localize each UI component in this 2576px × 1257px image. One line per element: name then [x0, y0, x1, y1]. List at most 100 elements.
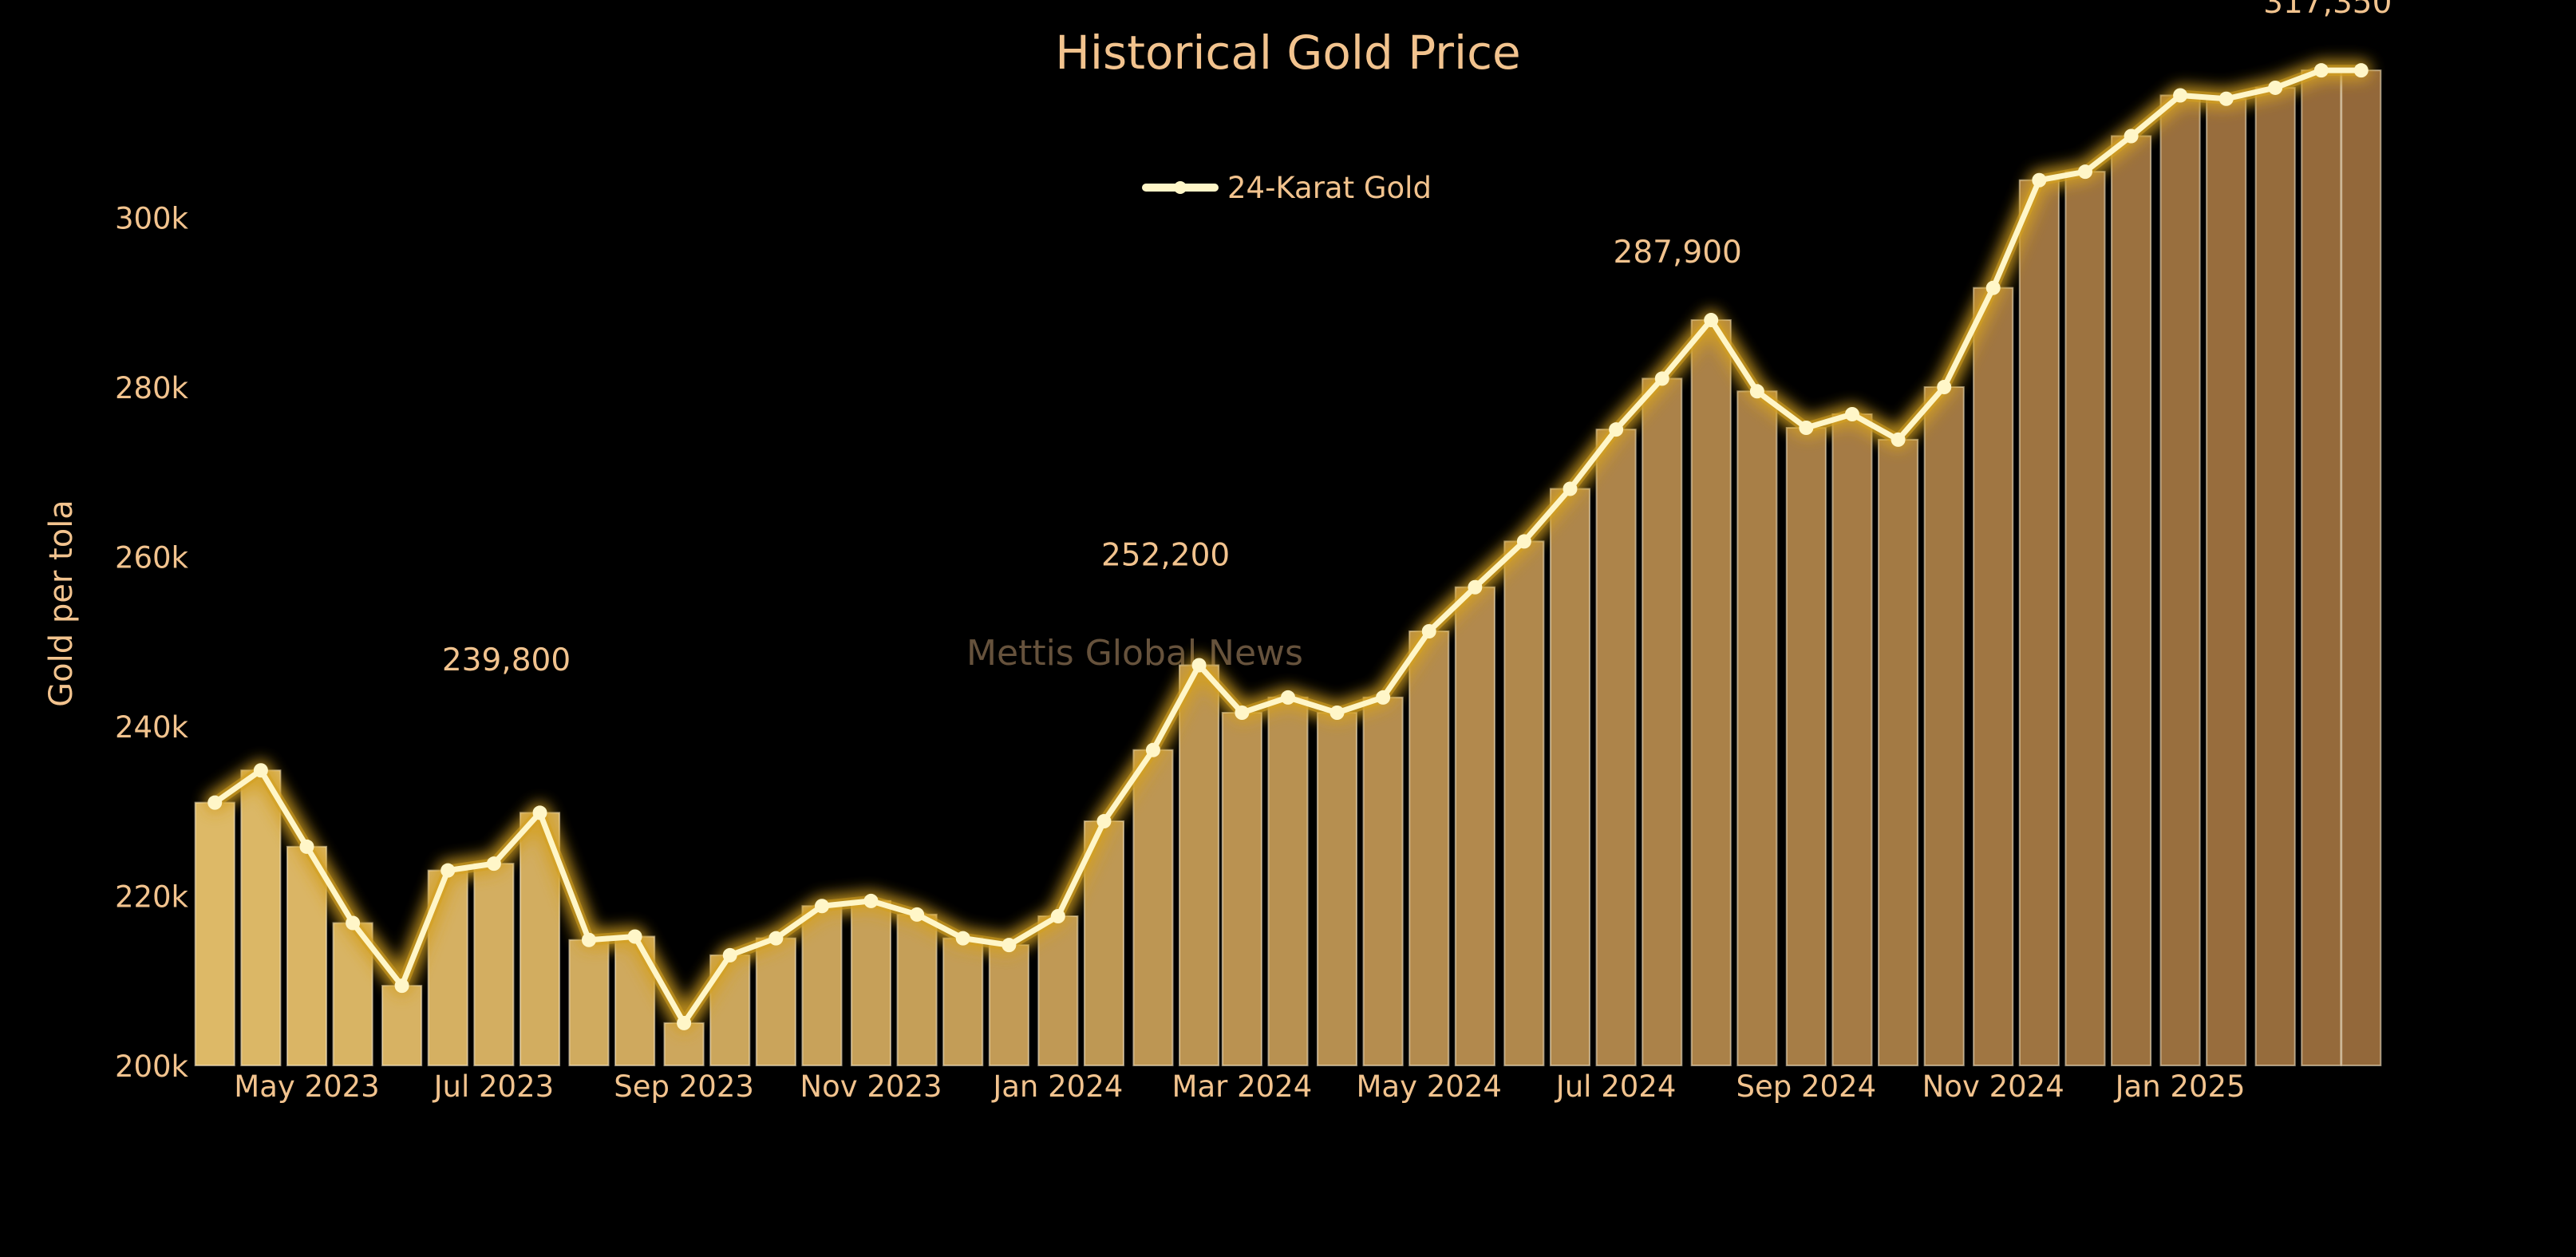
y-tick-label: 220k	[115, 880, 189, 915]
bar	[240, 769, 282, 1066]
legend-marker	[1174, 181, 1187, 194]
data-point	[627, 929, 642, 944]
data-point	[1421, 624, 1436, 638]
data-point	[1937, 380, 1952, 394]
data-point	[346, 915, 361, 931]
data-point	[1704, 313, 1719, 328]
bar	[1362, 696, 1404, 1067]
data-point	[532, 805, 547, 820]
annotation-label: 252,200	[1101, 537, 1230, 573]
bar	[1132, 749, 1174, 1066]
bar	[1923, 386, 1965, 1066]
y-tick-label: 280k	[115, 371, 189, 405]
watermark: Mettis Global News	[966, 633, 1303, 674]
data-point	[2218, 91, 2234, 106]
bar	[1690, 319, 1732, 1066]
data-point	[1002, 938, 1017, 953]
x-tick-label: Jan 2025	[2114, 1069, 2246, 1104]
bar	[1179, 664, 1220, 1066]
data-point	[394, 978, 409, 994]
data-point	[1235, 706, 1250, 720]
x-tick-label: Sep 2023	[614, 1069, 754, 1104]
data-point	[863, 893, 879, 908]
x-tick-label: May 2024	[1356, 1069, 1501, 1104]
bar	[755, 937, 796, 1067]
data-point	[486, 856, 501, 872]
bar	[1267, 696, 1309, 1067]
y-axis-ticks: 200k 220k 240k 260k 280k 300k	[115, 202, 189, 1085]
data-point	[955, 931, 970, 946]
data-point	[299, 839, 314, 854]
y-tick-label: 200k	[115, 1049, 189, 1084]
bar	[1595, 429, 1637, 1067]
data-point	[677, 1015, 692, 1030]
data-point	[1516, 534, 1531, 549]
bar	[1642, 377, 1683, 1067]
bar	[1409, 630, 1450, 1066]
data-point	[1563, 481, 1578, 496]
data-point	[2353, 63, 2369, 78]
annotation-label: 317,350	[2263, 0, 2392, 21]
data-point	[207, 795, 223, 810]
data-point	[2124, 128, 2139, 144]
data-point	[1749, 384, 1764, 399]
bar	[1736, 390, 1778, 1066]
data-point	[441, 863, 456, 878]
data-point	[2077, 164, 2092, 180]
x-axis-ticks: May 2023 Jul 2023 Sep 2023 Nov 2023 Jan 2024…	[234, 1069, 2245, 1104]
bar	[1785, 427, 1827, 1066]
data-point	[814, 899, 829, 914]
x-tick-label: Nov 2024	[1922, 1069, 2064, 1104]
bar	[1549, 488, 1591, 1066]
x-tick-label: Jan 2024	[991, 1069, 1123, 1104]
data-point	[1468, 579, 1483, 595]
data-point	[2173, 88, 2188, 103]
bar	[942, 937, 984, 1067]
bar	[1973, 287, 2014, 1066]
bar	[1878, 438, 1919, 1067]
data-point	[1891, 432, 1906, 447]
data-point	[1329, 706, 1345, 720]
bar	[988, 944, 1029, 1067]
bar	[2111, 135, 2152, 1066]
line-series	[204, 60, 2372, 1034]
data-point	[1376, 690, 1391, 705]
data-point	[768, 931, 784, 946]
data-point	[2032, 172, 2047, 188]
bar	[2301, 69, 2342, 1066]
bar	[1316, 712, 1358, 1066]
data-point	[1654, 371, 1669, 386]
legend: 24-Karat Gold	[1142, 171, 1432, 205]
x-tick-label: Nov 2023	[800, 1069, 942, 1104]
bar	[896, 913, 938, 1067]
bar	[850, 899, 892, 1067]
bar	[568, 939, 610, 1066]
bar	[2018, 179, 2060, 1066]
data-point	[1281, 690, 1295, 705]
bar	[194, 801, 235, 1067]
bar	[1503, 540, 1545, 1067]
legend-label: 24-Karat Gold	[1227, 171, 1432, 205]
bar	[473, 863, 515, 1067]
bar	[2206, 97, 2247, 1066]
bar	[1221, 712, 1262, 1066]
data-point	[1844, 407, 1859, 421]
data-point	[2313, 63, 2329, 78]
bar	[1454, 586, 1495, 1066]
data-point	[1096, 814, 1112, 828]
bar	[1831, 413, 1873, 1066]
data-point	[1050, 909, 1065, 923]
bar	[801, 905, 843, 1066]
x-tick-label: Sep 2024	[1736, 1069, 1876, 1104]
data-point	[1145, 742, 1160, 757]
bar	[2254, 86, 2296, 1067]
annotation-label: 287,900	[1614, 235, 1742, 271]
bar	[2341, 69, 2382, 1066]
bar	[1037, 915, 1079, 1066]
data-point	[2268, 80, 2283, 95]
y-tick-label: 240k	[115, 710, 189, 745]
x-tick-label: Mar 2024	[1172, 1069, 1313, 1104]
data-point	[1191, 658, 1207, 673]
x-tick-label: Jul 2024	[1555, 1069, 1677, 1104]
